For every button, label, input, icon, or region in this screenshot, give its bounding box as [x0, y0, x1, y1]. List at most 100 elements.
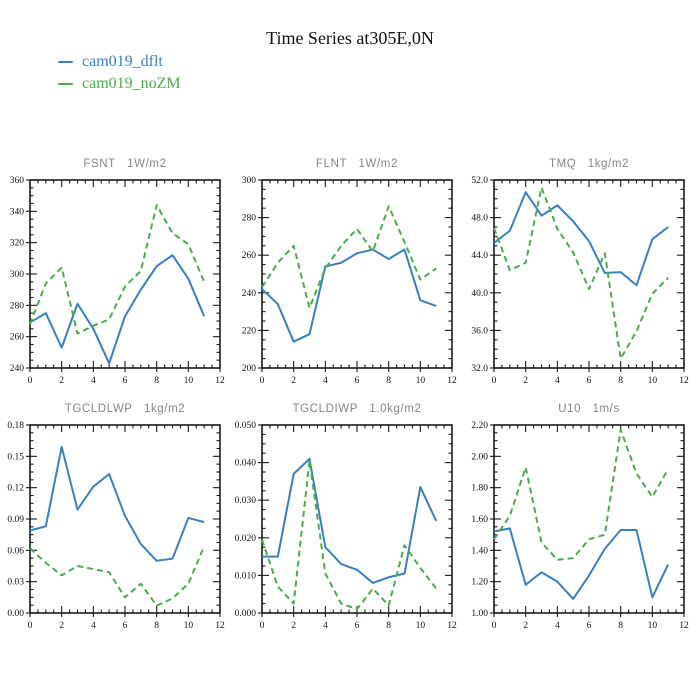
y-axis-tick-label: 320: [10, 239, 25, 249]
y-axis-tick-label: 1.00: [471, 609, 488, 619]
x-axis-tick-label: 0: [492, 621, 497, 631]
plot-title: TMQ 1kg/m2: [549, 158, 629, 170]
plot-svg: TGCLDLWP 1kg/m2 0 2 4 6 8 10 12 0.00 0.03 0.06 0.09…: [7, 403, 225, 631]
y-axis-tick-label: 1.60: [471, 515, 488, 525]
x-axis-tick-label: 12: [447, 621, 457, 631]
axis-ticks: [258, 424, 453, 617]
y-axis-tick-label: 0.020: [235, 534, 257, 544]
page-title: Time Series at305E,0N: [266, 28, 434, 48]
y-axis-tick-label: 2.00: [471, 452, 488, 462]
series-line-cam019_dflt: [29, 445, 205, 562]
plot-tgcldlwp: TGCLDLWP 1kg/m2 0 2 4 6 8 10 12 0.00 0.03 0.06 0.09…: [0, 397, 230, 643]
x-axis-tick-label: 2: [291, 376, 296, 386]
y-axis-tick-label: 0.010: [235, 571, 257, 581]
x-axis-tick-label: 8: [618, 376, 623, 386]
x-axis-tick-label: 0: [28, 376, 33, 386]
plot-svg: U10 1m/s 0 2 4 6 8 10 12 1.00 1.20 1.40 1.60 1.80 2.0…: [471, 403, 689, 631]
axis-ticks: [490, 179, 685, 372]
y-axis-tick-label: 52.0: [471, 176, 488, 186]
y-axis-tick-label: 260: [242, 251, 257, 261]
y-axis-tick-label: 220: [242, 326, 257, 336]
y-axis-tick-label: 200: [242, 364, 257, 374]
x-axis-tick-label: 10: [184, 376, 194, 386]
series-line-cam019_noZM: [493, 186, 669, 360]
y-axis-tick-label: 0.18: [7, 421, 24, 431]
x-axis-tick-label: 10: [184, 621, 194, 631]
y-axis-tick-label: 0.12: [7, 484, 24, 494]
y-axis-tick-label: 0.15: [7, 452, 24, 462]
x-axis-tick-label: 10: [648, 376, 658, 386]
x-axis-tick-label: 0: [260, 376, 265, 386]
series-line-cam019_dflt: [262, 457, 438, 584]
x-axis-tick-label: 2: [59, 376, 64, 386]
legend-item: cam019_noZM: [58, 73, 181, 95]
y-axis-tick-label: 240: [242, 289, 257, 299]
x-axis-tick-label: 6: [587, 621, 592, 631]
plot-fsnt: FSNT 1W/m2 0 2 4 6 8 10 12 240 260 280 300 320 340 360: [0, 152, 230, 398]
y-axis-tick-label: 0.030: [235, 496, 257, 506]
x-axis-tick-label: 8: [386, 376, 391, 386]
x-axis-tick-label: 2: [523, 376, 528, 386]
series-line-cam019_noZM: [29, 545, 206, 607]
x-axis-tick-label: 4: [91, 376, 96, 386]
plot-svg: FLNT 1W/m2 0 2 4 6 8 10 12 200 220 240 260 280 300: [242, 158, 457, 386]
y-axis-tick-label: 340: [10, 207, 25, 217]
y-axis-tick-label: 300: [242, 176, 257, 186]
y-axis-tick-label: 300: [10, 270, 25, 280]
y-axis-tick-label: 0.00: [7, 609, 24, 619]
series-line-cam019_dflt: [493, 191, 669, 287]
plot-svg: TGCLDIWP 1.0kg/m2 0 2 4 6 8 10 12 0.000 0.010 0.02…: [235, 403, 457, 631]
x-axis-tick-label: 10: [416, 376, 426, 386]
x-axis-tick-label: 10: [416, 621, 426, 631]
plot-flnt: FLNT 1W/m2 0 2 4 6 8 10 12 200 220 240 260 280 300: [230, 152, 462, 398]
plot-title: TGCLDIWP 1.0kg/m2: [293, 403, 422, 415]
plot-frame: [261, 424, 453, 614]
plot-svg: TMQ 1kg/m2 0 2 4 6 8 10 12 32.0 36.0 40.0 44.0 48.0 5…: [471, 158, 689, 386]
series-line-cam019_dflt: [493, 527, 670, 600]
y-axis-tick-label: 36.0: [471, 326, 488, 336]
x-axis-tick-label: 2: [59, 621, 64, 631]
legend-item-label: cam019_noZM: [82, 75, 181, 92]
plot-tgcldiwp: TGCLDIWP 1.0kg/m2 0 2 4 6 8 10 12 0.000 0.010 0.02…: [230, 397, 462, 643]
x-axis-tick-label: 10: [648, 621, 658, 631]
x-axis-tick-label: 6: [355, 376, 360, 386]
x-axis-tick-label: 12: [447, 376, 457, 386]
legend-item-label: cam019_dflt: [82, 53, 163, 70]
x-axis-tick-label: 12: [679, 376, 689, 386]
plot-u10: U10 1m/s 0 2 4 6 8 10 12 1.00 1.20 1.40 1.60 1.80 2.0…: [462, 397, 694, 643]
axis-ticks: [26, 424, 221, 617]
y-axis-tick-label: 44.0: [471, 251, 488, 261]
axis-ticks: [26, 179, 221, 372]
y-axis-tick-label: 0.09: [7, 515, 24, 525]
y-axis-tick-label: 0.000: [235, 609, 257, 619]
axis-ticks: [490, 424, 685, 617]
x-axis-tick-label: 12: [215, 621, 225, 631]
plot-svg: FSNT 1W/m2 0 2 4 6 8 10 12 240 260 280 300 320 340 360: [10, 158, 225, 386]
x-axis-tick-label: 4: [323, 376, 328, 386]
series-line-cam019_noZM: [493, 428, 670, 561]
x-axis-tick-label: 6: [123, 621, 128, 631]
x-axis-tick-label: 4: [555, 376, 560, 386]
y-axis-tick-label: 280: [242, 214, 257, 224]
x-axis-tick-label: 6: [355, 621, 360, 631]
plot-frame: [493, 179, 685, 369]
series-line-cam019_noZM: [261, 459, 437, 611]
y-axis-tick-label: 2.20: [471, 421, 488, 431]
axis-ticks: [258, 179, 453, 372]
x-axis-tick-label: 12: [215, 376, 225, 386]
series-line-cam019_dflt: [261, 248, 437, 343]
y-axis-tick-label: 1.40: [471, 546, 488, 556]
series-line-cam019_noZM: [261, 205, 437, 309]
plot-title: FLNT 1W/m2: [316, 158, 398, 170]
y-axis-tick-label: 360: [10, 176, 25, 186]
series-line-cam019_dflt: [29, 254, 206, 365]
x-axis-tick-label: 8: [154, 621, 159, 631]
legend-item: cam019_dflt: [58, 51, 181, 73]
x-axis-tick-label: 6: [123, 376, 128, 386]
x-axis-tick-label: 4: [91, 621, 96, 631]
plot-title: U10 1m/s: [558, 403, 620, 415]
legend: cam019_dflt cam019_noZM: [58, 51, 181, 95]
y-axis-tick-label: 0.040: [235, 459, 257, 469]
y-axis-tick-label: 0.03: [7, 578, 24, 588]
